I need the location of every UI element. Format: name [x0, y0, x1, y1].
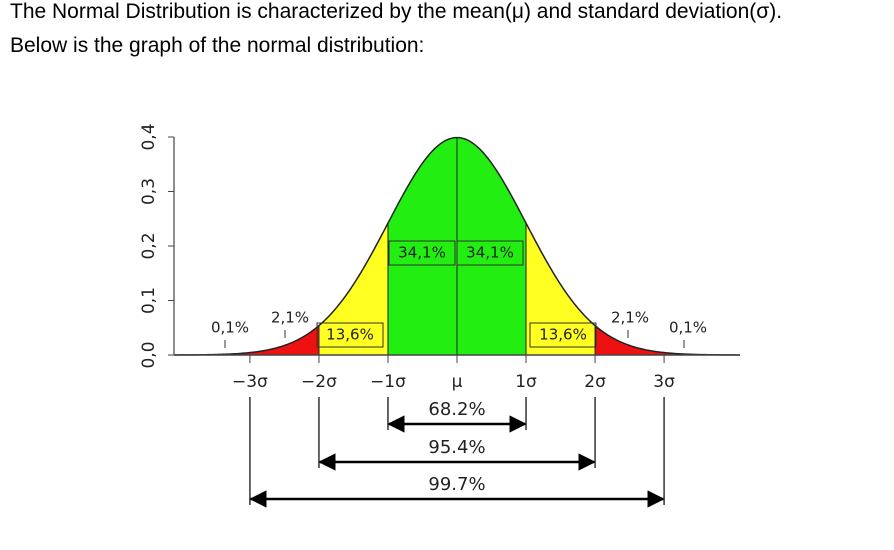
y-tick-label: 0,1: [139, 287, 159, 314]
range-label: 68.2%: [428, 399, 485, 420]
label-box: [456, 240, 524, 266]
region-label: 34,1%: [398, 244, 446, 262]
x-tick-label: μ: [452, 372, 463, 392]
region-label: 2,1%: [271, 309, 309, 327]
y-tick-label: 0,3: [139, 178, 159, 205]
label-box: [529, 322, 597, 348]
region-label: 0,1%: [211, 319, 249, 337]
region: [174, 325, 319, 355]
x-tick-label: 1σ: [515, 372, 537, 392]
region-label: 34,1%: [466, 244, 514, 262]
range-label: 99.7%: [428, 474, 485, 495]
y-tick-label: 0,4: [139, 123, 159, 150]
label-box: [388, 240, 456, 266]
region-label: 2,1%: [611, 309, 649, 327]
y-tick-label: 0,0: [139, 341, 159, 368]
curve: [173, 136, 741, 356]
range-label: 95.4%: [428, 437, 485, 458]
x-tick-label: −1σ: [370, 372, 406, 392]
x-tick-label: 3σ: [653, 372, 675, 392]
x-tick-label: −2σ: [301, 372, 337, 392]
y-tick-label: 0,2: [139, 232, 159, 259]
region-label: 13,6%: [539, 326, 587, 344]
region-label: 13,6%: [326, 326, 374, 344]
x-tick-label: 2σ: [584, 372, 606, 392]
text-line: Below is the graph of the normal distrib…: [10, 34, 425, 57]
label-box: [316, 322, 384, 348]
region-label: 0,1%: [669, 319, 707, 337]
x-tick-label: −3σ: [232, 372, 268, 392]
region: [595, 325, 740, 355]
text-line: The Normal Distribution is characterized…: [10, 0, 783, 23]
